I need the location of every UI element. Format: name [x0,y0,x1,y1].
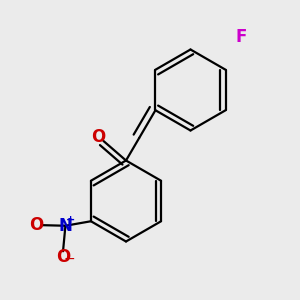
Text: O: O [56,248,70,266]
Text: −: − [64,252,75,266]
Text: +: + [66,215,76,225]
Text: N: N [58,217,72,235]
Text: F: F [236,28,247,46]
Text: O: O [29,216,44,234]
Text: O: O [91,128,105,146]
